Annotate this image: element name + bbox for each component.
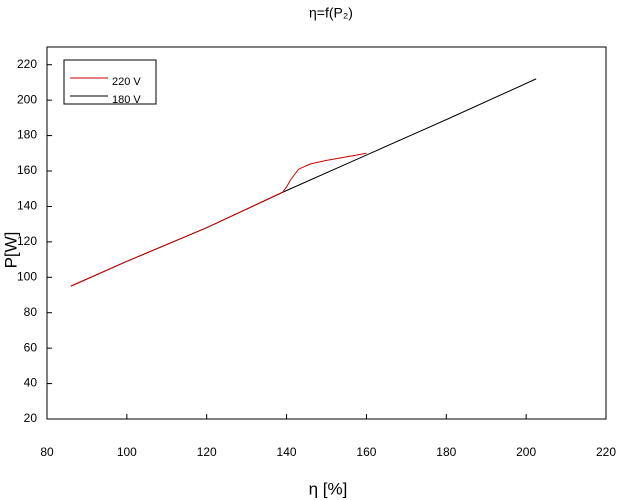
y-tick-label: 100 (17, 269, 37, 283)
legend-label: 180 V (112, 94, 141, 106)
x-tick-label: 120 (197, 445, 217, 459)
x-axis-label: η [%] (309, 479, 348, 498)
chart-title: η=f(P₂) (309, 5, 353, 21)
y-tick-label: 160 (17, 163, 37, 177)
x-tick-label: 180 (436, 445, 456, 459)
y-tick-label: 120 (17, 234, 37, 248)
y-tick-label: 40 (24, 376, 38, 390)
y-tick-label: 80 (24, 305, 38, 319)
series-line (70, 152, 367, 287)
y-tick-label: 60 (24, 340, 38, 354)
x-tick-label: 100 (117, 445, 137, 459)
x-tick-label: 160 (356, 445, 376, 459)
legend-label: 220 V (112, 76, 141, 88)
y-axis-label: P[W] (1, 232, 20, 269)
x-tick-label: 220 (596, 445, 616, 459)
x-tick-label: 140 (277, 445, 297, 459)
y-tick-label: 20 (24, 411, 38, 425)
y-tick-label: 180 (17, 128, 37, 142)
x-tick-label: 80 (40, 445, 54, 459)
x-tick-label: 200 (516, 445, 536, 459)
y-tick-label: 140 (17, 199, 37, 213)
plot-frame (46, 46, 607, 420)
y-tick-label: 200 (17, 92, 37, 106)
legend-box (63, 59, 157, 105)
y-tick-label: 220 (17, 57, 37, 71)
